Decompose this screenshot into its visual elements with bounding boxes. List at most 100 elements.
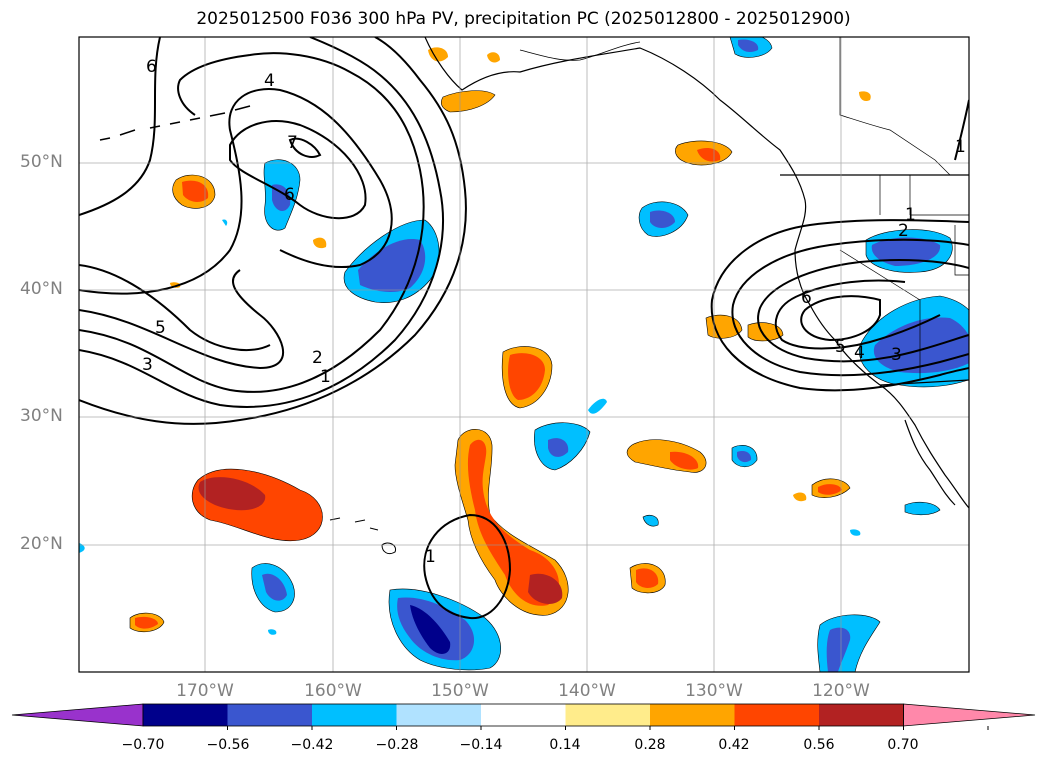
contour-label: 7 — [287, 133, 298, 153]
border-states — [839, 175, 969, 380]
precip-blob — [313, 237, 327, 249]
lon-label: 170°W — [176, 681, 234, 701]
colorbar-segment — [227, 704, 313, 726]
precip-blob — [198, 477, 266, 511]
precip-blob — [440, 90, 496, 113]
lat-label: 20°N — [20, 534, 63, 554]
contour-label: 5 — [835, 337, 846, 357]
lat-label: 50°N — [20, 152, 63, 172]
contour-label: 1 — [955, 137, 966, 157]
colorbar-tick-label: 0.70 — [887, 737, 919, 753]
precip-blob — [850, 529, 861, 536]
contour-label: 4 — [264, 71, 275, 91]
precip-blob — [697, 148, 721, 162]
pv-contour — [229, 120, 367, 220]
contour-label: 1 — [905, 205, 916, 225]
precip-blob — [738, 39, 759, 53]
contour-label: 6 — [146, 57, 157, 77]
precip-negative-areas — [79, 37, 969, 672]
precip-blob — [467, 439, 560, 606]
contour-label: 3 — [891, 345, 902, 365]
precip-blob — [826, 627, 851, 672]
pv-contour — [79, 88, 393, 295]
lon-label: 150°W — [431, 681, 489, 701]
lon-label: 120°W — [812, 681, 870, 701]
contour-label: 5 — [155, 318, 166, 338]
contour-label: 6 — [284, 185, 295, 205]
coastline-alaska — [519, 41, 641, 61]
precip-blob — [268, 629, 277, 635]
colorbar-segment — [481, 704, 566, 726]
colorbar-tick-label: −0.70 — [121, 737, 165, 753]
contour-label: 6 — [801, 288, 812, 308]
precip-blob — [859, 91, 871, 102]
precip-blob — [642, 514, 659, 527]
colorbar-tick-label: 0.28 — [634, 737, 666, 753]
pv-contours — [79, 37, 969, 620]
lon-label: 140°W — [558, 681, 616, 701]
precip-blob — [222, 219, 228, 226]
pv-contour — [79, 269, 284, 370]
pv-contour — [288, 137, 322, 158]
colorbar-segment — [312, 704, 397, 726]
coastline-north-america — [424, 37, 969, 509]
lon-label: 160°W — [304, 681, 362, 701]
precip-blob — [904, 501, 941, 516]
precip-blob — [135, 616, 158, 629]
precip-blob — [272, 184, 291, 212]
precip-blob — [548, 438, 569, 457]
precip-blob — [410, 605, 451, 654]
contour-label: 4 — [854, 343, 865, 363]
precip-blob — [670, 451, 699, 470]
pv-contour — [79, 264, 271, 351]
gridlines — [79, 37, 969, 672]
precip-blob — [793, 492, 807, 502]
coastlines — [99, 37, 969, 555]
contour-label: 1 — [425, 547, 436, 567]
contour-label: 2 — [312, 348, 323, 368]
pv-contour — [774, 279, 941, 350]
colorbar-extend-low — [11, 703, 144, 727]
pv-contour — [710, 219, 969, 392]
map-title: 2025012500 F036 300 hPa PV, precipitatio… — [196, 9, 851, 29]
colorbar — [11, 703, 1036, 730]
colorbar-segment — [650, 704, 735, 726]
coastline-baja — [904, 419, 956, 506]
precip-blob — [871, 237, 941, 266]
pv-contour — [79, 37, 161, 216]
precip-blob — [747, 322, 784, 342]
precip-blob — [508, 353, 545, 400]
precip-blob — [588, 398, 607, 414]
colorbar-frame — [142, 703, 904, 727]
colorbar-tick-label: −0.28 — [375, 737, 419, 753]
colorbar-tick-label: −0.14 — [459, 737, 503, 753]
colorbar-segment — [819, 704, 904, 726]
precip-blob — [737, 450, 752, 463]
precip-blob — [650, 210, 675, 228]
lon-label: 130°W — [685, 681, 743, 701]
precip-positive-areas — [129, 47, 871, 633]
contour-label: 1 — [320, 367, 331, 387]
colorbar-segment — [565, 704, 651, 726]
map-frame — [78, 36, 970, 673]
contour-label: 2 — [898, 221, 909, 241]
precip-blob — [818, 484, 842, 495]
lat-label: 30°N — [20, 406, 63, 426]
contour-label: 3 — [142, 355, 153, 375]
colorbar-tick-label: 0.56 — [803, 737, 835, 753]
contour-labels: 6 4 7 6 5 3 2 1 1 2 6 5 4 3 1 1 — [142, 57, 966, 567]
precip-blob — [873, 317, 969, 374]
pv-contour — [423, 513, 512, 620]
precip-blob — [358, 239, 426, 292]
precip-blob — [636, 568, 659, 588]
colorbar-segment — [734, 704, 820, 726]
lat-label: 40°N — [20, 279, 63, 299]
precip-blob — [79, 543, 85, 553]
colorbar-tick-label: −0.56 — [206, 737, 250, 753]
colorbar-extend-high — [903, 703, 1036, 727]
pv-contour — [79, 37, 467, 425]
precip-blob — [428, 47, 448, 62]
precip-blob — [182, 180, 209, 202]
border-canada — [839, 37, 951, 176]
